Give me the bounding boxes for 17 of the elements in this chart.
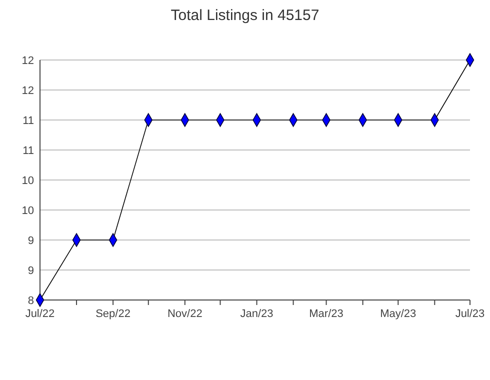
y-tick-label: 10: [22, 175, 34, 187]
y-tick-label: 12: [22, 55, 34, 67]
x-tick-label: Jan/23: [240, 308, 274, 320]
y-tick-label: 9: [28, 235, 34, 247]
y-tick-label: 10: [22, 205, 34, 217]
x-tick-label: Jul/22: [25, 308, 55, 320]
y-tick-label: 12: [22, 85, 34, 97]
x-tick-label: Nov/22: [167, 308, 202, 320]
x-tick-label: Jul/23: [455, 308, 485, 320]
y-tick-label: 11: [22, 145, 34, 157]
x-tick-label: Sep/22: [96, 308, 130, 320]
x-tick-label: May/23: [380, 308, 416, 320]
x-tick-label: Mar/23: [309, 308, 344, 320]
y-tick-label: 11: [22, 115, 34, 127]
chart-title: Total Listings in 45157: [170, 7, 320, 24]
y-tick-label: 9: [28, 265, 34, 277]
y-tick-label: 8: [28, 295, 34, 307]
